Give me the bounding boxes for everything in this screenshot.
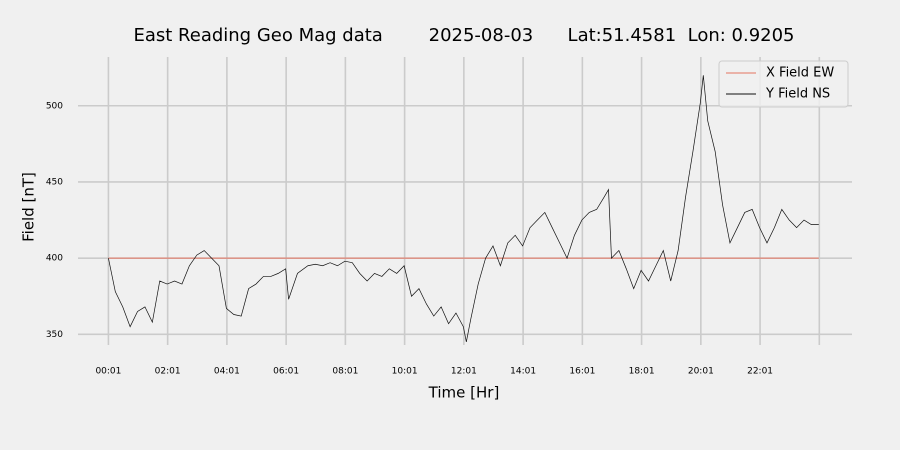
x-tick-label: 16:01 [569,367,595,377]
legend-label: Y Field NS [765,87,830,102]
data-line [108,75,819,343]
x-tick-label: 20:01 [688,367,714,377]
x-tick-label: 14:01 [510,367,536,377]
x-axis-label: Time [Hr] [428,384,500,402]
x-tick-label: 22:01 [747,367,773,377]
x-tick-label: 04:01 [214,367,240,377]
x-tick-label: 18:01 [629,367,655,377]
y-tick-label: 500 [46,101,63,111]
y-tick-label: 450 [46,177,63,187]
x-tick-label: 10:01 [392,367,418,377]
x-tick-label: 12:01 [451,367,477,377]
x-tick-label: 02:01 [155,367,181,377]
x-tick-label: 08:01 [332,367,358,377]
y-axis-label: Field [nT] [20,172,38,242]
y-tick-label: 350 [46,330,63,340]
y-tick-label: 400 [46,254,63,264]
x-tick-label: 06:01 [273,367,299,377]
chart-title: East Reading Geo Mag data 2025-08-03 Lat… [133,25,794,46]
x-tick-label: 00:01 [95,367,121,377]
legend-label: X Field EW [766,66,834,81]
